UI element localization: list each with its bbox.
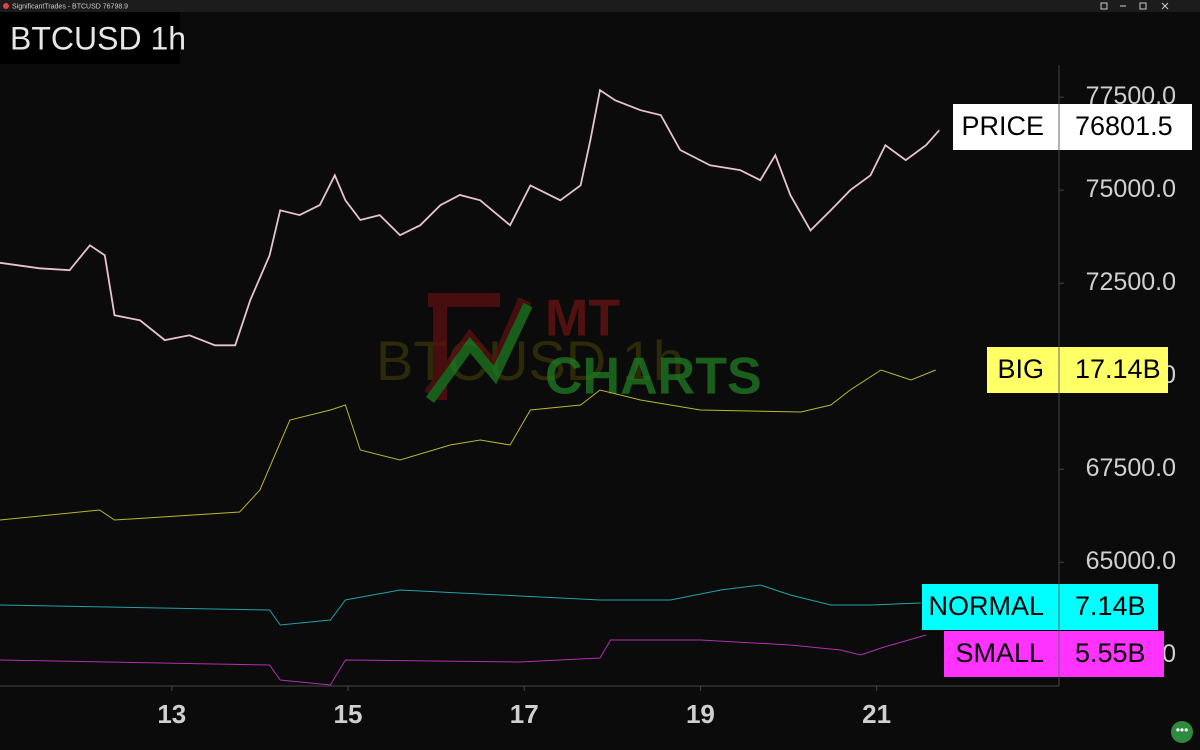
series-last-value: 5.55B xyxy=(1075,638,1146,668)
pin-button[interactable] xyxy=(1100,2,1108,10)
header-box xyxy=(0,12,180,64)
logo: MT CHARTS xyxy=(424,290,762,406)
y-tick-label: 72500.0 xyxy=(1086,268,1176,296)
series-label-box xyxy=(953,104,1192,150)
series-name: PRICE xyxy=(961,111,1044,141)
series-name: SMALL xyxy=(955,638,1044,668)
logo-top: MT xyxy=(545,290,620,348)
series-last-value: 76801.5 xyxy=(1075,111,1173,141)
x-tick-label: 19 xyxy=(686,699,715,729)
x-tick-label: 13 xyxy=(157,699,186,729)
app-icon xyxy=(3,3,9,9)
series-label-box xyxy=(922,584,1158,630)
series-name: BIG xyxy=(997,354,1044,384)
y-tick-label: 67500.0 xyxy=(1086,454,1176,482)
series-last-value: 17.14B xyxy=(1075,354,1161,384)
window-controls[interactable] xyxy=(1100,2,1169,10)
y-tick-label: 75000.0 xyxy=(1086,175,1176,203)
series-last-value: 7.14B xyxy=(1075,591,1146,621)
x-tick-label: 15 xyxy=(334,699,363,729)
maximize-button[interactable] xyxy=(1139,2,1147,10)
series-line xyxy=(0,634,927,686)
chart-title: BTCUSD 1h xyxy=(10,20,186,56)
series-line xyxy=(0,584,921,626)
series-line xyxy=(0,88,940,347)
plot xyxy=(0,88,1064,691)
series-label-box xyxy=(987,347,1168,393)
menu-dots: ••• xyxy=(1176,723,1189,737)
title-bar xyxy=(0,0,1200,12)
series-name: NORMAL xyxy=(928,591,1044,621)
labels: 77500.075000.072500.070000.067500.065000… xyxy=(157,82,1192,729)
y-tick-label: 65000.0 xyxy=(1086,547,1176,575)
x-tick-label: 17 xyxy=(510,699,539,729)
series-line xyxy=(0,369,936,521)
logo-arrow xyxy=(425,302,533,403)
window-title: SignificantTrades - BTCUSD 76798.9 xyxy=(12,3,128,10)
series-label-box xyxy=(944,631,1164,677)
menu-button[interactable] xyxy=(1171,721,1193,743)
watermark: BTCUSD 1h xyxy=(376,329,684,392)
logo-bottom: CHARTS xyxy=(545,348,762,406)
close-button[interactable] xyxy=(1161,2,1169,10)
x-tick-label: 21 xyxy=(862,699,891,729)
